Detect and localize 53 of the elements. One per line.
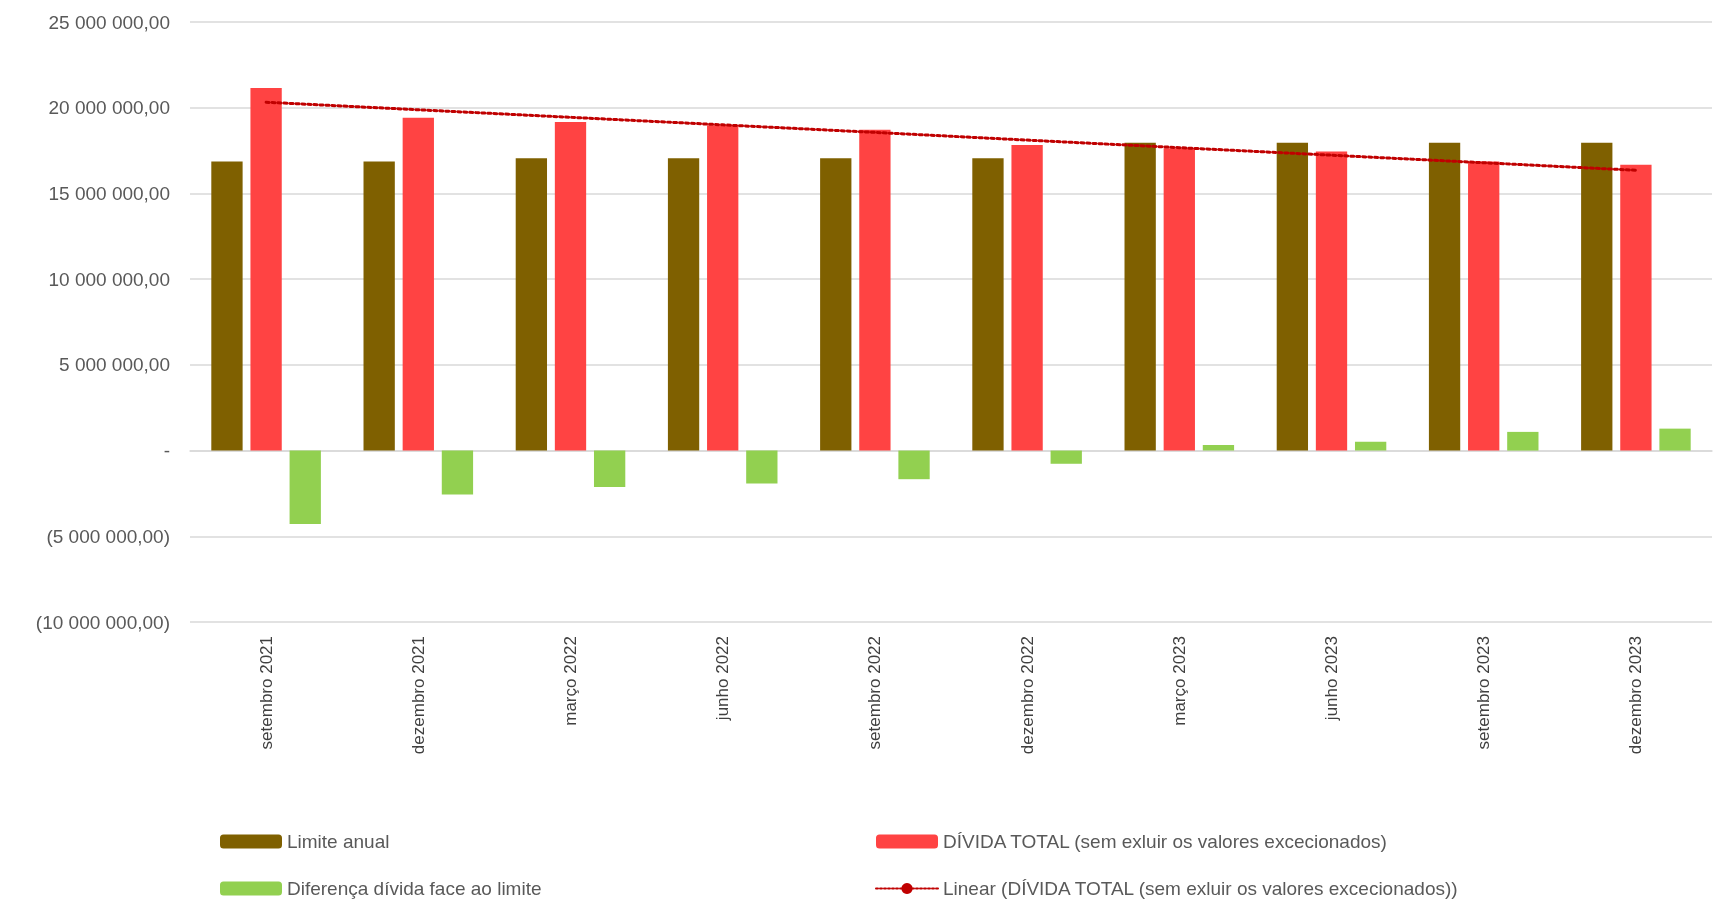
bar	[593, 450, 626, 487]
y-tick-label: -	[163, 440, 170, 462]
x-tick-label: dezembro 2022	[1017, 636, 1037, 755]
bar	[1276, 142, 1309, 451]
bar	[667, 158, 700, 451]
line-series	[264, 100, 1638, 172]
bar	[1468, 161, 1500, 451]
bar	[211, 161, 243, 451]
bar	[289, 450, 321, 525]
bar	[441, 450, 474, 495]
bar	[1620, 164, 1652, 451]
bar	[1315, 151, 1348, 451]
bar	[972, 158, 1004, 451]
x-tick-label: junho 2022	[713, 636, 733, 722]
y-tick-label: 20 000 000,00	[48, 97, 170, 119]
legend-label: Linear (DÍVIDA TOTAL (sem exluir os valores excecionados))	[943, 878, 1458, 899]
bar	[515, 158, 548, 451]
bar	[1011, 145, 1043, 451]
y-tick-label: 5 000 000,00	[59, 354, 170, 376]
bar	[859, 129, 891, 451]
legend-label: Limite anual	[287, 831, 390, 852]
y-tick-label: 15 000 000,00	[48, 182, 170, 204]
x-tick-label: dezembro 2023	[1626, 636, 1646, 755]
bar	[363, 161, 395, 451]
bar	[402, 117, 434, 451]
bar	[1428, 142, 1461, 451]
legend-label: DÍVIDA TOTAL (sem exluir os valores excecionados)	[943, 831, 1387, 852]
x-tick-label: setembro 2022	[865, 636, 885, 750]
x-tick-label: março 2022	[561, 636, 580, 726]
bar	[707, 125, 739, 451]
x-tick-label: dezembro 2021	[408, 636, 428, 755]
bar	[1581, 142, 1613, 451]
bar	[1163, 148, 1195, 451]
bar	[898, 450, 930, 480]
bar	[250, 88, 282, 451]
legend-label: Diferença dívida face ao limite	[287, 878, 542, 899]
y-tick-label: 10 000 000,00	[48, 268, 170, 290]
bar	[820, 158, 852, 451]
x-tick-label: setembro 2021	[256, 636, 276, 750]
y-tick-label: 25 000 000,00	[48, 11, 170, 33]
bar	[1659, 428, 1691, 451]
bar	[554, 121, 587, 451]
bar	[746, 450, 778, 484]
bar	[1050, 450, 1082, 464]
x-tick-label: junho 2023	[1322, 636, 1341, 722]
y-tick-label: (10 000 000,00)	[35, 611, 170, 633]
bar	[1124, 142, 1156, 451]
x-tick-label: setembro 2023	[1474, 636, 1494, 750]
bar	[1202, 445, 1235, 451]
y-tick-label: (5 000 000,00)	[46, 525, 170, 547]
bar	[1507, 431, 1539, 451]
bar	[1354, 441, 1387, 451]
x-tick-label: março 2023	[1169, 636, 1189, 726]
